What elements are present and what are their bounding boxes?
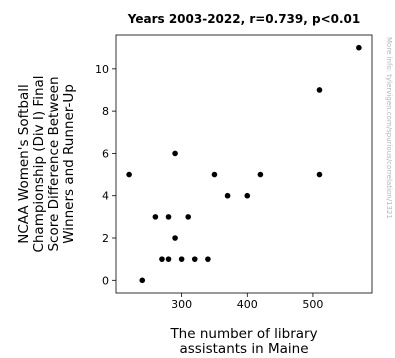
source-watermark: More info: tylervigen.com/spurious/corre… — [385, 37, 393, 219]
data-point — [316, 171, 323, 178]
x-tick-label: 500 — [302, 298, 323, 311]
y-tick-label: 10 — [95, 63, 109, 76]
data-point — [139, 277, 146, 284]
chart-title: Years 2003-2022, r=0.739, p<0.01 — [127, 12, 361, 26]
data-point — [159, 256, 165, 262]
data-points — [126, 44, 362, 284]
y-tick-label: 0 — [102, 274, 109, 287]
x-axis-label-line2: assistants in Maine — [180, 341, 309, 357]
y-axis-label-line4: Winners and Runner-Up — [61, 84, 77, 244]
data-point — [165, 214, 172, 220]
data-point — [205, 256, 211, 262]
data-point — [211, 171, 218, 178]
x-tick-label: 300 — [171, 298, 192, 311]
data-point — [126, 171, 132, 178]
x-tick-label: 400 — [237, 298, 258, 311]
y-axis-label-line2: Championship (Div I) Final — [31, 75, 47, 252]
y-tick-label: 6 — [102, 147, 109, 160]
data-point — [316, 87, 323, 93]
data-point — [152, 214, 159, 220]
y-tick-label: 2 — [102, 232, 109, 245]
data-point — [191, 256, 198, 262]
y-axis-label-line1: NCAA Women's Softball — [16, 84, 32, 244]
data-point — [172, 235, 178, 241]
y-axis-ticks: 0 2 4 6 8 10 — [95, 63, 116, 287]
data-point — [185, 214, 192, 220]
data-point — [178, 256, 185, 262]
plot-frame — [115, 34, 373, 294]
data-point — [257, 171, 264, 178]
x-axis-ticks: 300 400 500 — [171, 293, 323, 311]
data-point — [244, 192, 251, 199]
y-axis-label: NCAA Women's Softball Championship (Div … — [16, 75, 77, 252]
data-point — [165, 256, 172, 262]
data-point — [224, 192, 231, 199]
data-point — [172, 150, 178, 157]
y-tick-label: 4 — [102, 190, 109, 203]
y-tick-label: 8 — [102, 105, 109, 118]
y-axis-label-line3: Score Difference Between — [46, 76, 62, 251]
data-point — [356, 44, 362, 51]
x-axis-label-line1: The number of library — [169, 326, 317, 342]
